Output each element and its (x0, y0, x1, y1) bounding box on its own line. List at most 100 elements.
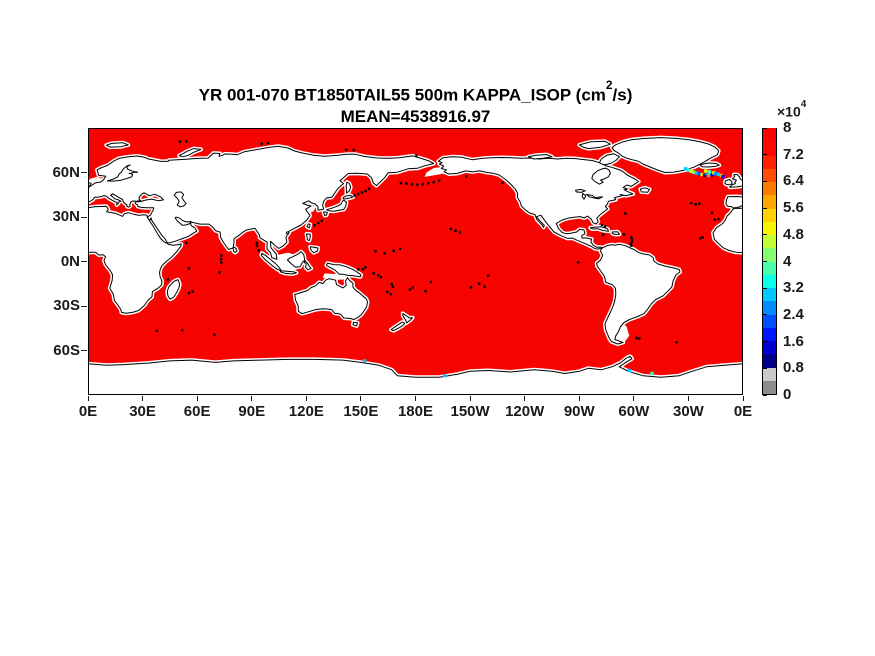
island-dot (185, 140, 188, 143)
x-tick-label: 30W (672, 403, 704, 420)
island-dot (374, 250, 377, 253)
low-kappa-cell (704, 171, 709, 175)
x-tick-label: 60W (618, 403, 650, 420)
island-dot (483, 285, 486, 288)
colorbar-segment (763, 167, 776, 182)
colorbar-tick-mark (763, 367, 767, 369)
y-tick-label: 0N (60, 252, 80, 270)
title-line-1: YR 001-070 BT1850TAIL55 500m KAPPA_ISOP … (88, 78, 743, 106)
island-dot (220, 261, 223, 264)
island-dot (694, 203, 697, 206)
colorbar-segment (763, 127, 776, 143)
x-tick-label: 90W (563, 403, 595, 420)
low-kappa-cell (719, 173, 723, 178)
x-tick-mark (305, 396, 307, 401)
colorbar-segment (763, 300, 776, 315)
island-dot (602, 233, 605, 236)
landmass (88, 145, 435, 260)
low-kappa-cell (442, 374, 447, 378)
colorbar-segment (763, 353, 776, 368)
landmass (326, 262, 362, 278)
island-dot (178, 140, 182, 143)
x-tick-mark (360, 396, 362, 401)
island-dot (155, 329, 158, 333)
colorbar-tick-mark (763, 234, 767, 236)
island-dot (391, 285, 395, 288)
island-dot (408, 288, 412, 291)
island-dot (364, 189, 367, 193)
island-dot (477, 282, 481, 285)
landmass (306, 223, 311, 229)
island-dot (361, 268, 364, 271)
landmass (88, 182, 92, 186)
x-tick-label: 120E (288, 403, 324, 420)
landmass (178, 148, 202, 158)
low-kappa-cell (689, 169, 693, 174)
colorbar-segment (763, 247, 776, 262)
landmass (390, 321, 406, 332)
colorbar-segment (763, 313, 776, 328)
island-dot (367, 187, 371, 191)
island-dot (454, 229, 457, 232)
island-dot (386, 290, 389, 294)
colorbar-tick-mark (763, 314, 767, 316)
colorbar-tick-mark (763, 180, 767, 182)
landmass (724, 179, 733, 186)
x-tick-label: 180E (397, 403, 434, 420)
island-dot (213, 333, 216, 336)
colorbar-tick-label: 5.6 (783, 199, 804, 217)
y-tick-mark (81, 350, 87, 351)
landmass (699, 162, 720, 168)
landmass (528, 154, 553, 160)
title-line-2-mean: MEAN=4538916.97 (340, 106, 491, 126)
island-dot (356, 268, 360, 271)
colorbar-tick-mark (763, 207, 767, 209)
island-dot (622, 233, 626, 236)
x-tick-label: 150W (450, 403, 490, 420)
x-tick-mark (578, 396, 580, 401)
island-dot (675, 340, 678, 344)
colorbar-tick-label: 4 (783, 252, 792, 270)
title-text: YR 001-070 BT1850TAIL55 500m KAPPA_ISOP … (198, 85, 606, 105)
island-dot (458, 231, 462, 234)
island-dot (353, 194, 356, 197)
colorbar-tick-mark (763, 287, 767, 289)
x-tick-mark (415, 396, 416, 401)
y-tick-mark (81, 261, 87, 262)
landmass (352, 321, 358, 327)
map-plot (88, 128, 743, 395)
low-kappa-cell (704, 169, 708, 173)
landmass (279, 270, 297, 275)
landmass (402, 312, 414, 324)
shallow-sea-outline (581, 192, 587, 200)
island-dot (421, 183, 424, 186)
island-dot (630, 238, 634, 241)
y-tick-label: 30S (53, 297, 80, 314)
island-dot (501, 181, 504, 184)
island-dot (411, 286, 414, 289)
island-dot (185, 241, 188, 245)
island-dot (356, 192, 360, 196)
island-dot (255, 244, 259, 248)
landmass (578, 140, 611, 150)
low-kappa-cell (708, 172, 712, 176)
colorbar-segment (763, 220, 776, 235)
island-dot (713, 218, 716, 221)
island-dot (624, 212, 627, 215)
y-tick-label: 60N (52, 163, 80, 181)
landmass (725, 196, 743, 209)
colorbar-segment (763, 180, 776, 196)
landmass (285, 231, 290, 235)
island-dot (398, 247, 402, 251)
x-tick-label: 150E (343, 403, 379, 420)
x-tick-label: 90E (238, 403, 266, 420)
y-tick-mark (81, 305, 87, 307)
colorbar-tick-mark (763, 127, 767, 129)
landmass (611, 137, 720, 173)
island-dot (399, 181, 403, 185)
landmass (611, 231, 620, 235)
island-dot (689, 201, 693, 205)
landmass (345, 181, 352, 194)
x-tick-label: 30E (129, 403, 156, 420)
